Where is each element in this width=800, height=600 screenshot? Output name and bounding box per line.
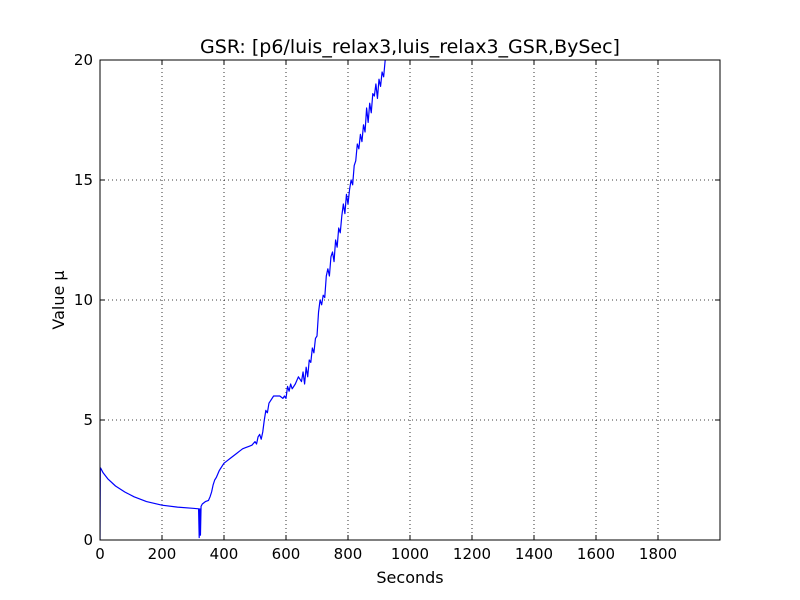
gsr-series-line bbox=[100, 60, 386, 540]
x-tick-label: 1400 bbox=[515, 545, 553, 563]
x-tick-label: 1200 bbox=[453, 545, 491, 563]
y-tick-label: 5 bbox=[83, 411, 93, 429]
y-tick-label: 10 bbox=[74, 291, 93, 309]
y-tick-labels: 0 5 10 15 20 bbox=[74, 51, 93, 549]
y-tick-label: 0 bbox=[83, 531, 93, 549]
x-tick-label: 1800 bbox=[639, 545, 677, 563]
x-tick-label: 400 bbox=[210, 545, 239, 563]
series-layer bbox=[100, 60, 386, 540]
x-tick-label: 800 bbox=[334, 545, 363, 563]
x-tick-label: 200 bbox=[148, 545, 177, 563]
x-tick-label: 600 bbox=[272, 545, 301, 563]
y-axis-label: Value µ bbox=[49, 270, 68, 329]
x-tick-label: 1000 bbox=[391, 545, 429, 563]
x-tick-label: 0 bbox=[95, 545, 105, 563]
x-tick-labels: 0 200 400 600 800 1000 1200 1400 1600 1800 bbox=[95, 545, 677, 563]
tick-marks bbox=[99, 59, 720, 541]
x-tick-label: 1600 bbox=[577, 545, 615, 563]
chart-title: GSR: [p6/luis_relax3,luis_relax3_GSR,ByS… bbox=[200, 36, 620, 58]
y-tick-label: 20 bbox=[74, 51, 93, 69]
y-tick-label: 15 bbox=[74, 171, 93, 189]
x-axis-label: Seconds bbox=[376, 568, 443, 587]
